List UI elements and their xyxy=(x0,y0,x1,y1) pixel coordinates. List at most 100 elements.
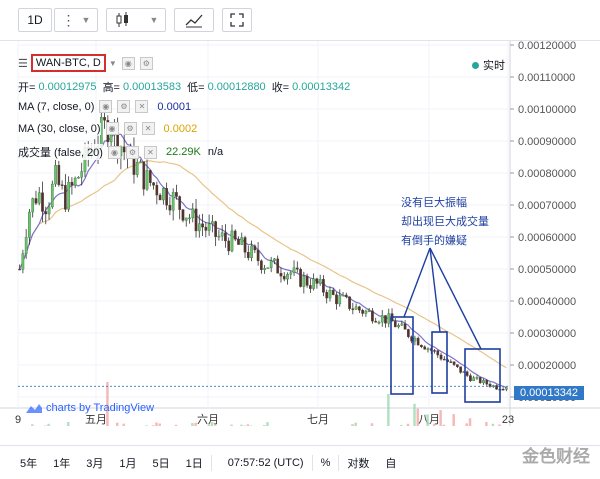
high-label: 高= xyxy=(103,79,120,95)
candle-body xyxy=(378,322,380,323)
volume-bar xyxy=(243,425,245,426)
candle-body xyxy=(198,224,200,231)
interval-button[interactable]: 1D xyxy=(18,8,52,32)
time-tick-label: 七月 xyxy=(307,413,329,426)
candle-body xyxy=(195,209,197,231)
chevron-down-icon: ▼ xyxy=(82,15,91,25)
volume-bar xyxy=(469,418,471,426)
range-1d[interactable]: 1日 xyxy=(178,455,211,471)
candle-body xyxy=(211,222,213,224)
gear-icon[interactable]: ⚙ xyxy=(126,146,139,159)
auto-toggle[interactable]: 自 xyxy=(377,455,404,471)
chevron-down-icon: ▼ xyxy=(150,15,159,25)
volume-bar xyxy=(426,414,428,426)
more-icon: ⋮ xyxy=(62,12,76,29)
collapse-icon[interactable]: ☰ xyxy=(18,57,28,70)
annotation-pointer xyxy=(430,248,481,349)
percent-toggle[interactable]: % xyxy=(313,457,339,469)
symbol-name[interactable]: WAN-BTC, D xyxy=(31,54,106,72)
candle-body xyxy=(162,188,164,200)
candle-body xyxy=(81,172,83,178)
eye-icon[interactable]: ◉ xyxy=(99,100,112,113)
candle-body xyxy=(156,185,158,195)
candle-body xyxy=(224,233,226,241)
fullscreen-button[interactable] xyxy=(222,8,252,32)
volume-bar xyxy=(439,410,441,426)
volume-label[interactable]: 成交量 (false, 20) xyxy=(18,144,103,160)
open-value: 0.00012975 xyxy=(38,81,96,93)
candle-body xyxy=(486,380,488,384)
candle-body xyxy=(19,269,21,270)
price-chart[interactable]: 0.001200000.001100000.001000000.00090000… xyxy=(0,41,600,426)
eye-icon[interactable]: ◉ xyxy=(106,122,119,135)
range-3m[interactable]: 3月 xyxy=(78,455,111,471)
candle-body xyxy=(460,367,462,373)
interval-menu-button[interactable]: ⋮ ▼ xyxy=(54,8,98,32)
candle-body xyxy=(345,295,347,297)
price-tick-label: 0.00060000 xyxy=(518,232,576,244)
indicators-button[interactable] xyxy=(174,8,214,32)
candle-body xyxy=(404,324,406,330)
candle-body xyxy=(303,276,305,286)
chevron-down-icon[interactable]: ▼ xyxy=(109,59,117,68)
close-icon[interactable]: ✕ xyxy=(142,122,155,135)
volume-bar xyxy=(433,424,435,426)
volume-bar xyxy=(152,425,154,426)
candle-body xyxy=(299,269,301,286)
candle-body xyxy=(22,254,24,270)
high-value: 0.00013583 xyxy=(123,81,181,93)
candle-body xyxy=(375,321,377,322)
chart-type-button[interactable]: ▼ xyxy=(106,8,166,32)
gear-icon[interactable]: ⚙ xyxy=(117,100,130,113)
candle-body xyxy=(250,246,252,258)
log-toggle[interactable]: 对数 xyxy=(339,455,377,471)
eye-icon[interactable]: ◉ xyxy=(108,146,121,159)
candle-body xyxy=(440,355,442,359)
tradingview-logo[interactable]: charts by TradingView xyxy=(26,402,154,414)
candle-body xyxy=(48,207,50,214)
eye-icon[interactable]: ◉ xyxy=(122,57,135,70)
candle-body xyxy=(247,252,249,258)
price-tick-label: 0.00070000 xyxy=(518,200,576,212)
volume-bar xyxy=(211,422,213,426)
range-1m[interactable]: 1月 xyxy=(111,455,144,471)
ma7-label[interactable]: MA (7, close, 0) xyxy=(18,101,94,113)
candle-body xyxy=(342,295,344,296)
ma30-label[interactable]: MA (30, close, 0) xyxy=(18,123,101,135)
close-icon[interactable]: ✕ xyxy=(135,100,148,113)
candle-body xyxy=(201,224,203,227)
volume-bar xyxy=(452,414,454,426)
candle-body xyxy=(469,376,471,381)
candle-body xyxy=(192,209,194,218)
interval-label: 1D xyxy=(27,13,42,27)
candle-body xyxy=(228,241,230,251)
ma7-legend: MA (7, close, 0) ◉ ⚙ ✕ 0.0001 xyxy=(18,100,191,113)
range-5y[interactable]: 5年 xyxy=(0,455,45,471)
candle-body xyxy=(335,295,337,304)
gear-icon[interactable]: ⚙ xyxy=(124,122,137,135)
candle-body xyxy=(241,238,243,245)
close-icon[interactable]: ✕ xyxy=(144,146,157,159)
candle-body xyxy=(293,268,295,273)
candle-body xyxy=(152,183,154,185)
candle-body xyxy=(218,236,220,237)
volume-bar xyxy=(230,425,232,426)
gear-icon[interactable]: ⚙ xyxy=(140,57,153,70)
volume-bar xyxy=(123,424,125,426)
time-tick-label: 六月 xyxy=(197,413,219,426)
candle-body xyxy=(417,338,419,345)
candle-body xyxy=(277,259,279,273)
annotation-box xyxy=(391,317,413,394)
volume-bar xyxy=(145,425,147,426)
volume-bar xyxy=(194,423,196,426)
candle-body xyxy=(384,315,386,323)
range-5d[interactable]: 5日 xyxy=(145,455,178,471)
volume-value: 22.29K xyxy=(166,146,201,158)
volume-bar xyxy=(466,423,468,426)
candle-body xyxy=(290,273,292,274)
range-1y[interactable]: 1年 xyxy=(45,455,78,471)
candle-body xyxy=(283,276,285,279)
candle-body xyxy=(25,237,27,253)
candle-body xyxy=(267,268,269,269)
